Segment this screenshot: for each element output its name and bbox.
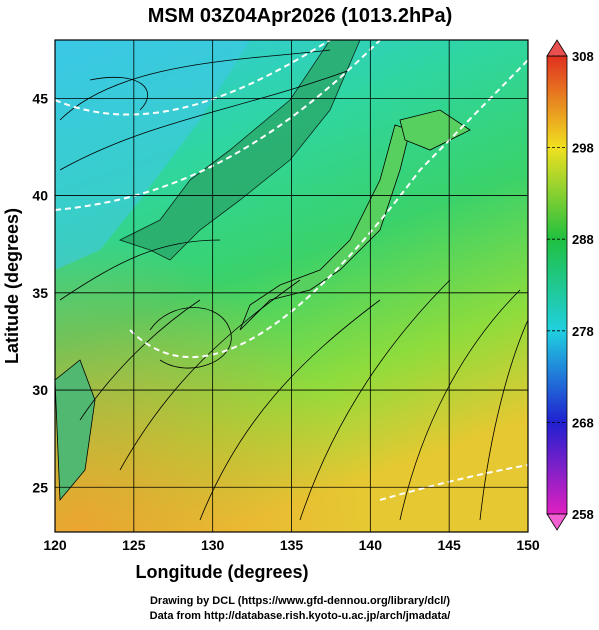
- x-tick-label: 120: [43, 537, 67, 553]
- colorbar: [546, 55, 568, 515]
- colorbar-tick-label: 308: [572, 49, 594, 64]
- credit-line: Drawing by DCL (https://www.gfd-dennou.o…: [150, 595, 450, 607]
- colorbar-max-arrow: [546, 39, 568, 57]
- colorbar-tick-label: 298: [572, 141, 594, 156]
- colorbar-tick-label: 278: [572, 324, 594, 339]
- colorbar-tick-label: 268: [572, 415, 594, 430]
- x-tick-label: 145: [437, 537, 461, 553]
- y-tick-label: 45: [32, 90, 48, 106]
- y-tick-label: 40: [32, 188, 48, 204]
- x-tick-label: 125: [122, 537, 146, 553]
- colorbar-min-arrow: [546, 513, 568, 531]
- colorbar-tick-label: 288: [572, 232, 594, 247]
- x-tick-label: 130: [201, 537, 225, 553]
- credit-line: Data from http://database.rish.kyoto-u.a…: [150, 610, 451, 622]
- x-tick-label: 140: [359, 537, 383, 553]
- colorbar-tick-label: 258: [572, 507, 594, 522]
- x-tick-label: 150: [516, 537, 540, 553]
- y-axis-label: Latitude (degrees): [2, 208, 22, 364]
- y-tick-label: 30: [32, 382, 48, 398]
- y-tick-label: 35: [32, 285, 48, 301]
- map-title: MSM 03Z04Apr2026 (1013.2hPa): [148, 5, 453, 27]
- y-tick-label: 25: [32, 479, 48, 495]
- x-axis-label: Longitude (degrees): [135, 562, 308, 582]
- x-tick-label: 135: [280, 537, 304, 553]
